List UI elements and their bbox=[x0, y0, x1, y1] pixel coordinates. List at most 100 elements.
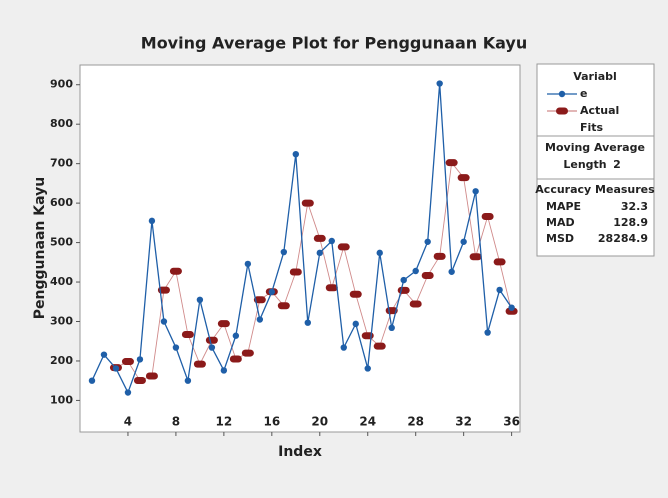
x-tick-label: 12 bbox=[216, 415, 233, 429]
point bbox=[373, 342, 386, 350]
ma-length-label: Length bbox=[563, 158, 606, 171]
accuracy-value: 28284.9 bbox=[598, 232, 648, 245]
point bbox=[133, 377, 146, 385]
point bbox=[196, 296, 204, 304]
point bbox=[280, 248, 288, 256]
legend-title-wrap: e bbox=[580, 87, 587, 100]
point bbox=[304, 319, 311, 326]
point bbox=[448, 268, 455, 275]
y-tick-label: 800 bbox=[50, 117, 73, 130]
point bbox=[193, 360, 206, 368]
point bbox=[460, 238, 467, 245]
x-tick-label: 16 bbox=[263, 415, 280, 429]
point bbox=[184, 377, 192, 384]
point bbox=[277, 302, 290, 310]
accuracy-name: MAD bbox=[546, 216, 575, 229]
legend: Variabl e Actual Fits bbox=[547, 70, 619, 134]
point bbox=[337, 243, 350, 251]
point bbox=[388, 324, 395, 332]
ma-length: 2 bbox=[613, 158, 621, 171]
accuracy-box bbox=[536, 178, 655, 257]
point bbox=[136, 356, 144, 363]
point bbox=[340, 344, 347, 351]
point bbox=[352, 320, 359, 328]
y-tick-label: 700 bbox=[50, 157, 73, 170]
y-tick-label: 600 bbox=[50, 196, 73, 209]
point bbox=[400, 276, 407, 284]
point bbox=[397, 286, 410, 294]
x-tick-label: 32 bbox=[455, 415, 472, 429]
point bbox=[496, 286, 503, 294]
point bbox=[445, 159, 458, 167]
accuracy-title: Accuracy Measures bbox=[535, 183, 655, 196]
point bbox=[292, 150, 300, 158]
point bbox=[220, 367, 228, 374]
y-tick-label: 300 bbox=[50, 315, 73, 328]
y-tick-label: 200 bbox=[50, 354, 73, 367]
x-tick-label: 28 bbox=[407, 415, 424, 429]
x-tick-label: 36 bbox=[503, 415, 520, 429]
legend-marker bbox=[558, 90, 566, 98]
legend-label: Actual bbox=[580, 104, 619, 117]
legend-marker bbox=[556, 107, 568, 115]
point bbox=[508, 304, 515, 311]
series-line bbox=[115, 161, 513, 382]
point bbox=[301, 199, 314, 207]
point bbox=[88, 377, 96, 384]
point bbox=[364, 365, 371, 372]
point bbox=[349, 290, 362, 298]
x-tick-label: 4 bbox=[124, 415, 132, 429]
point bbox=[469, 253, 482, 261]
point bbox=[424, 238, 431, 245]
point bbox=[160, 318, 168, 325]
point bbox=[121, 358, 134, 366]
accuracy-name: MSD bbox=[546, 232, 574, 245]
point bbox=[241, 349, 254, 357]
y-tick-label: 500 bbox=[50, 236, 73, 249]
point bbox=[313, 234, 326, 242]
point bbox=[409, 300, 422, 308]
accuracy-name: MAPE bbox=[546, 200, 581, 213]
point bbox=[217, 320, 230, 328]
legend-label: Fits bbox=[580, 121, 604, 134]
ma-box bbox=[536, 135, 655, 180]
x-axis-label: Index bbox=[278, 444, 322, 460]
point bbox=[124, 389, 132, 396]
point bbox=[112, 365, 120, 372]
point bbox=[472, 188, 479, 195]
point bbox=[244, 260, 252, 268]
y-tick-label: 100 bbox=[50, 393, 73, 406]
x-tick-label: 8 bbox=[172, 415, 180, 429]
point bbox=[484, 329, 491, 336]
y-axis-label: Penggunaan Kayu bbox=[32, 177, 48, 319]
point bbox=[421, 272, 434, 280]
point bbox=[457, 174, 470, 182]
point bbox=[325, 284, 338, 292]
point bbox=[100, 351, 108, 358]
point bbox=[268, 288, 276, 296]
x-tick-label: 20 bbox=[311, 415, 328, 429]
point bbox=[208, 344, 216, 351]
accuracy-value: 32.3 bbox=[621, 200, 648, 213]
point bbox=[232, 332, 240, 339]
point bbox=[181, 331, 194, 339]
point bbox=[145, 372, 158, 380]
x-tick-label: 24 bbox=[359, 415, 376, 429]
point bbox=[205, 336, 218, 344]
point bbox=[376, 249, 383, 257]
point bbox=[289, 268, 302, 276]
point bbox=[253, 296, 266, 304]
legend-title: Variabl bbox=[573, 70, 617, 83]
y-tick-label: 400 bbox=[50, 275, 73, 288]
point bbox=[433, 252, 446, 260]
point bbox=[328, 237, 335, 245]
chart-title: Moving Average Plot for Penggunaan Kayu bbox=[141, 34, 527, 53]
point bbox=[148, 217, 156, 225]
point bbox=[256, 316, 264, 323]
point bbox=[493, 258, 506, 266]
point bbox=[412, 267, 419, 275]
legend-box bbox=[536, 63, 655, 137]
point bbox=[169, 267, 182, 275]
point bbox=[481, 213, 494, 221]
